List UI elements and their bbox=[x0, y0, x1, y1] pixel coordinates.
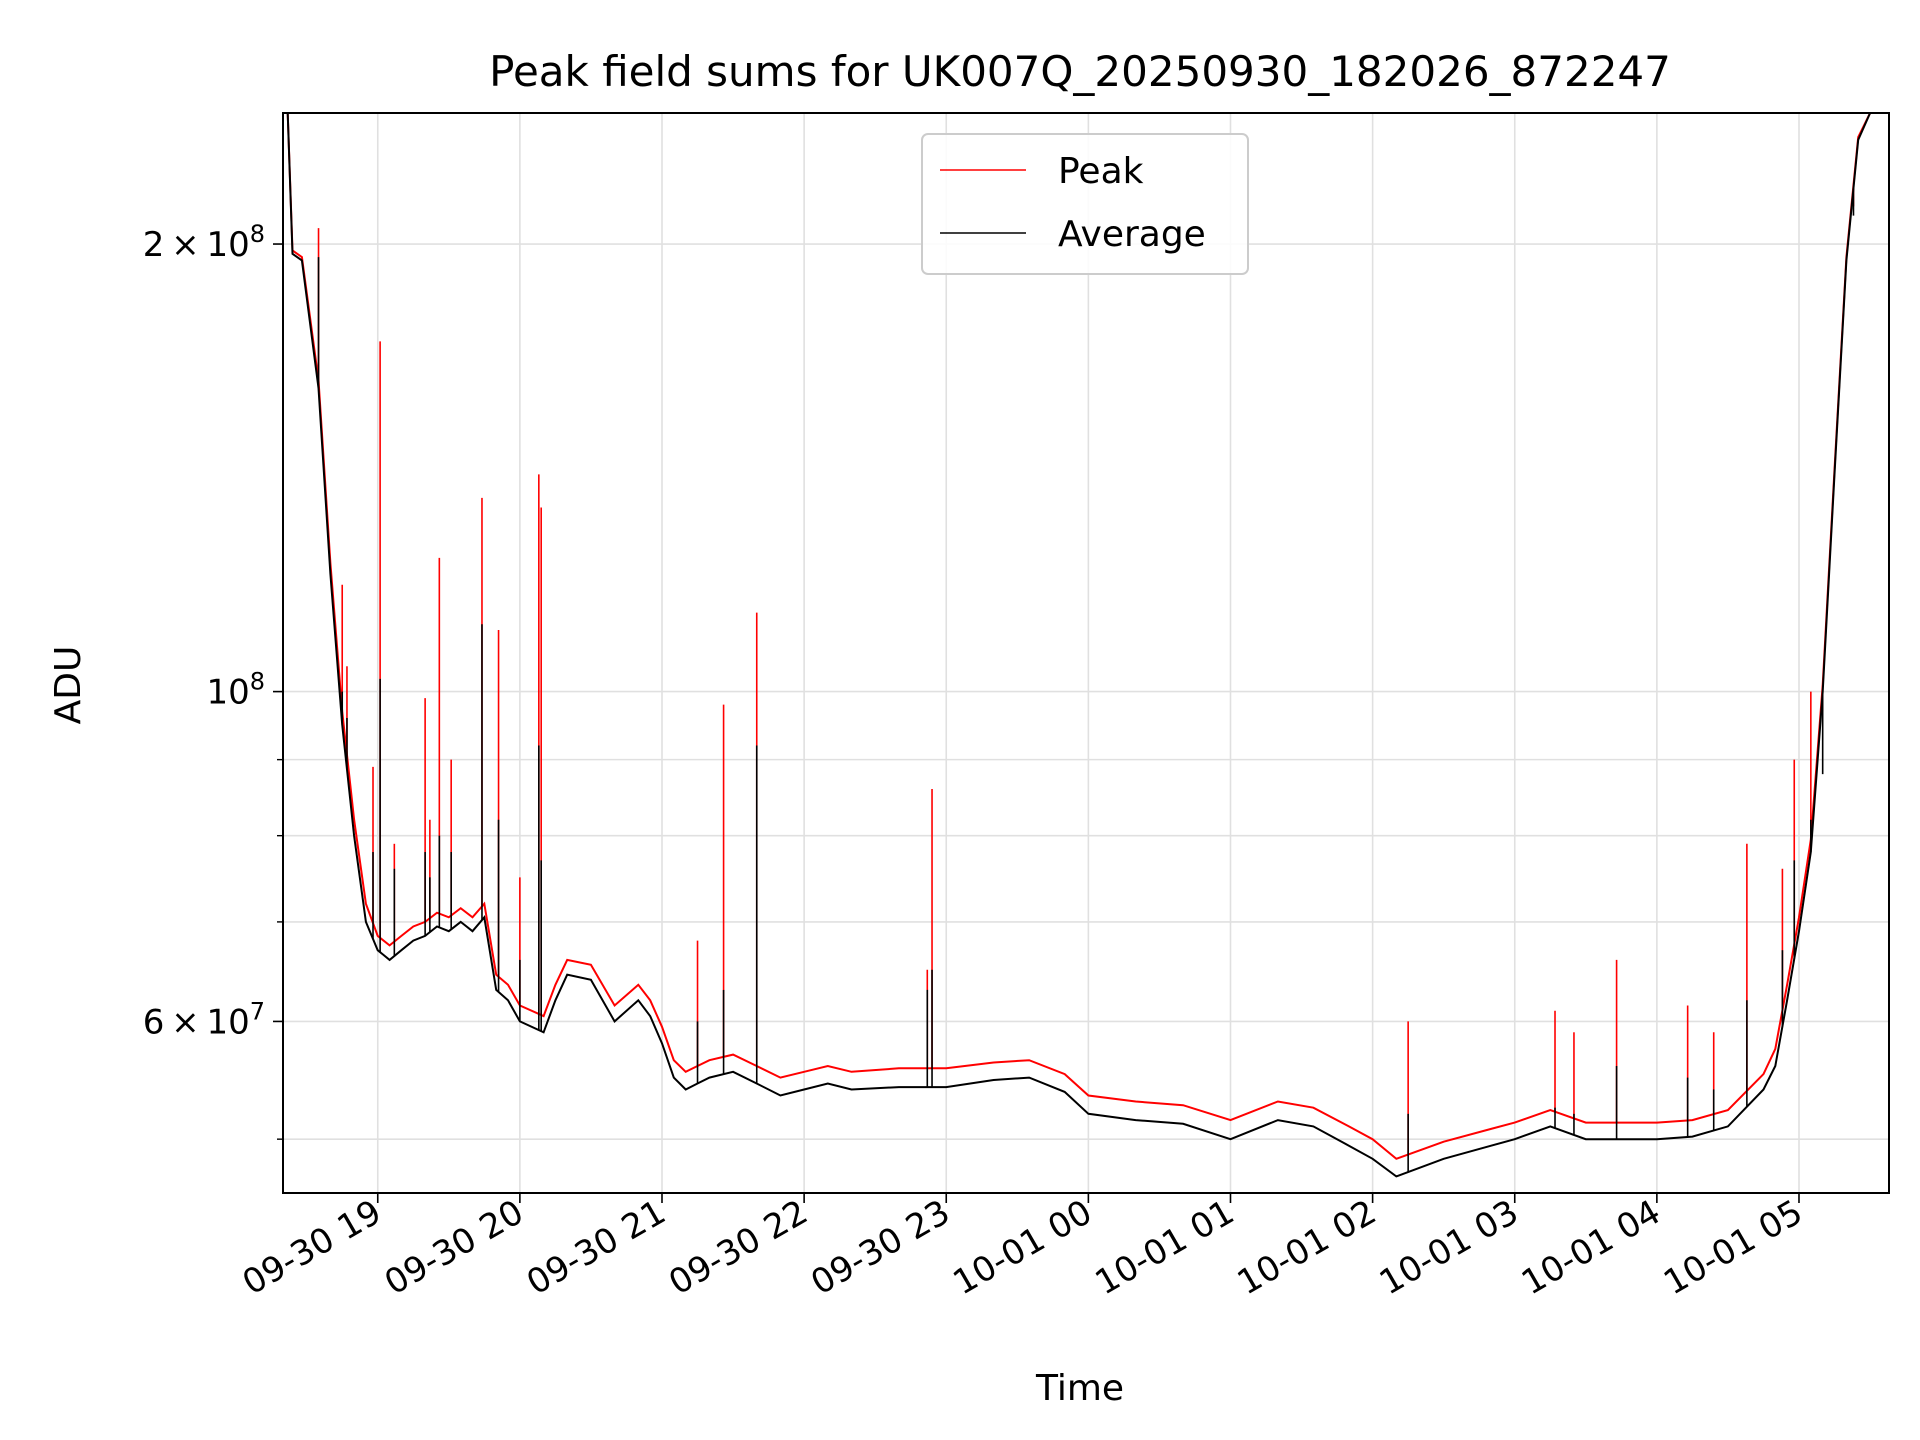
chart-title: Peak field sums for UK007Q_20250930_1820… bbox=[489, 47, 1671, 96]
x-tick-label: 10-01 03 bbox=[1373, 1192, 1525, 1303]
x-axis-label: Time bbox=[1035, 1368, 1124, 1409]
x-tick-label: 10-01 00 bbox=[946, 1192, 1098, 1303]
y-tick-label: 6 × 107 bbox=[143, 997, 265, 1042]
x-tick-label: 09-30 23 bbox=[804, 1192, 956, 1303]
x-tick-label: 09-30 21 bbox=[520, 1192, 672, 1303]
y-axis-ticks: 6 × 107 108 2 × 108 bbox=[143, 220, 283, 1140]
plot-lines bbox=[283, 113, 1889, 1178]
x-tick-label: 10-01 05 bbox=[1657, 1192, 1809, 1303]
x-tick-label: 09-30 22 bbox=[662, 1192, 814, 1303]
y-axis-label: ADU bbox=[48, 646, 89, 725]
peak-series-line bbox=[283, 113, 1889, 1160]
legend-peak-label: Peak bbox=[1058, 151, 1144, 192]
x-tick-label: 10-01 02 bbox=[1231, 1192, 1383, 1303]
x-tick-label: 10-01 04 bbox=[1515, 1192, 1667, 1303]
x-tick-label: 09-30 19 bbox=[236, 1192, 388, 1303]
legend: Peak Average bbox=[921, 133, 1249, 275]
x-tick-label: 09-30 20 bbox=[378, 1192, 530, 1303]
axes-frame bbox=[282, 112, 1890, 1194]
legend-average-label: Average bbox=[1058, 214, 1206, 255]
y-tick-label: 108 bbox=[206, 668, 265, 713]
y-tick-label: 2 × 108 bbox=[143, 220, 265, 265]
x-tick-label: 10-01 01 bbox=[1089, 1192, 1241, 1303]
average-series-line bbox=[283, 113, 1889, 1178]
legend-box bbox=[921, 133, 1249, 275]
